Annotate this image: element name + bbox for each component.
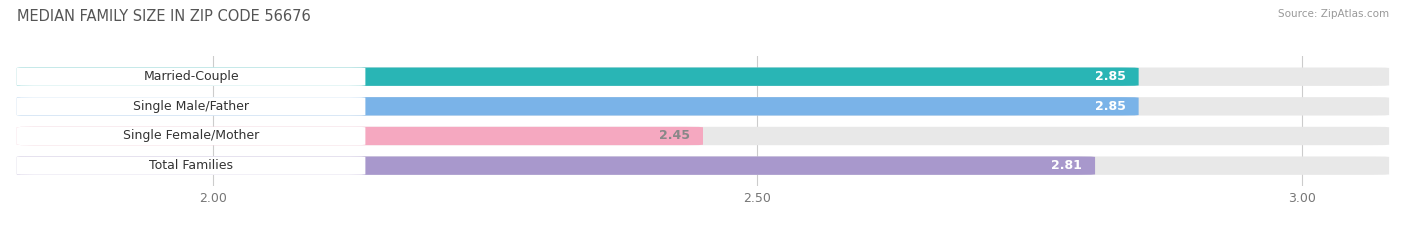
FancyBboxPatch shape <box>17 127 366 145</box>
FancyBboxPatch shape <box>17 97 366 116</box>
Text: Single Male/Father: Single Male/Father <box>134 100 249 113</box>
FancyBboxPatch shape <box>17 68 1139 86</box>
Text: Married-Couple: Married-Couple <box>143 70 239 83</box>
FancyBboxPatch shape <box>17 156 1095 175</box>
Text: 2.85: 2.85 <box>1095 100 1126 113</box>
Text: Single Female/Mother: Single Female/Mother <box>122 130 259 143</box>
FancyBboxPatch shape <box>17 127 703 145</box>
FancyBboxPatch shape <box>17 156 366 175</box>
FancyBboxPatch shape <box>17 68 366 86</box>
Text: 2.81: 2.81 <box>1052 159 1083 172</box>
FancyBboxPatch shape <box>17 97 1389 116</box>
Text: 2.45: 2.45 <box>659 130 690 143</box>
Text: 2.85: 2.85 <box>1095 70 1126 83</box>
Text: MEDIAN FAMILY SIZE IN ZIP CODE 56676: MEDIAN FAMILY SIZE IN ZIP CODE 56676 <box>17 9 311 24</box>
FancyBboxPatch shape <box>17 156 1389 175</box>
Text: Total Families: Total Families <box>149 159 233 172</box>
FancyBboxPatch shape <box>17 68 1389 86</box>
FancyBboxPatch shape <box>17 97 1139 116</box>
FancyBboxPatch shape <box>17 127 1389 145</box>
Text: Source: ZipAtlas.com: Source: ZipAtlas.com <box>1278 9 1389 19</box>
